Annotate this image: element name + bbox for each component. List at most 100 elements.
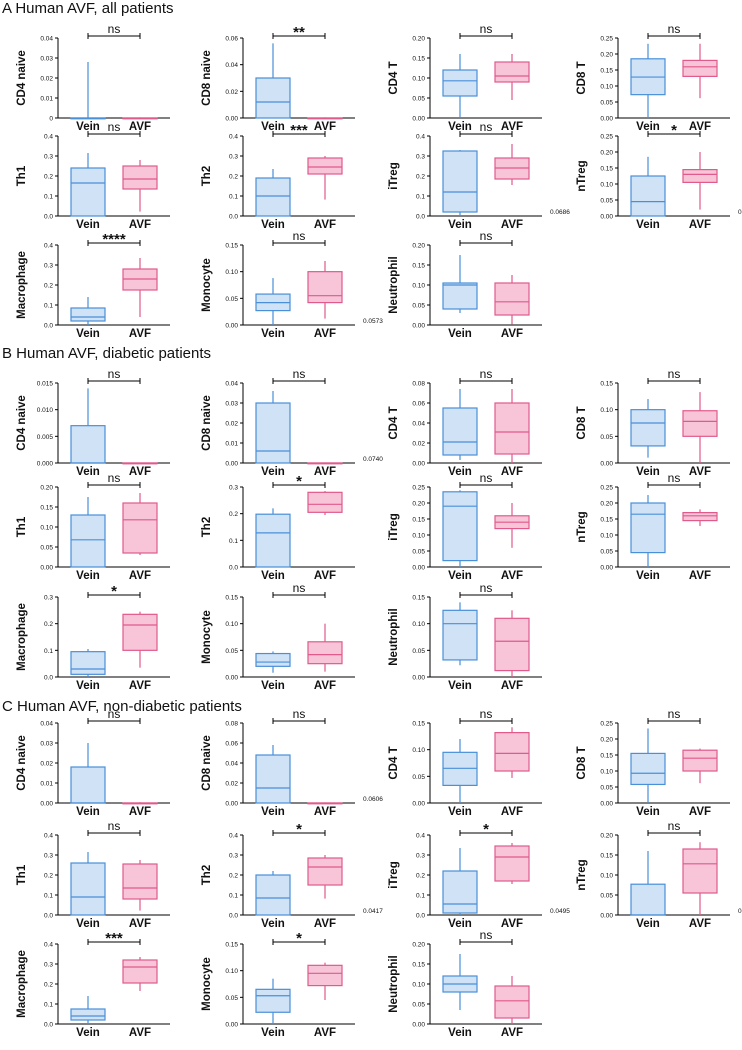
y-tick-label: 0.06	[225, 36, 238, 43]
x-tick-label: AVF	[501, 1027, 523, 1039]
y-tick-label: 0.3	[44, 853, 53, 860]
y-tick-label: 0.00	[225, 1022, 238, 1029]
vein-box	[255, 988, 291, 1013]
x-tick-label: AVF	[314, 121, 336, 133]
x-tick-label: Vein	[636, 806, 660, 818]
significance-label: ns	[480, 581, 493, 595]
p-value-label: 0.0573	[363, 318, 383, 325]
y-tick-label: 0.00	[40, 565, 53, 572]
x-tick-label: Vein	[76, 680, 100, 692]
x-tick-label: Vein	[448, 918, 472, 930]
avf-box	[682, 59, 718, 78]
y-tick-label: 0.03	[40, 56, 53, 63]
p-value-label: 0.0686	[550, 209, 570, 216]
p-value-label: 0.0606	[363, 796, 383, 803]
y-tick-label: 0.05	[412, 648, 425, 655]
y-axis-label: CD8 naive	[201, 395, 213, 451]
y-tick-label: 0.15	[412, 263, 425, 270]
y-tick-label: 0.15	[600, 68, 613, 75]
y-tick-label: 0.4	[229, 134, 238, 141]
y-tick-label: 0.1	[229, 194, 238, 201]
y-tick-label: 0.05	[412, 96, 425, 103]
x-tick-label: AVF	[689, 806, 711, 818]
avf-box	[307, 857, 343, 886]
y-tick-label: 0.3	[229, 485, 238, 492]
y-tick-label: 0.00	[412, 1022, 425, 1029]
vein-box	[442, 69, 478, 97]
y-axis-label: nTreg	[576, 511, 588, 542]
y-tick-label: 0.00	[600, 214, 613, 221]
significance-label: ***	[105, 930, 123, 947]
p-value-label: 0.0867	[738, 908, 742, 915]
y-axis-label: Th1	[16, 516, 28, 537]
significance-label: ns	[480, 22, 493, 36]
x-tick-label: Vein	[448, 328, 472, 340]
y-tick-label: 0.010	[37, 407, 54, 414]
y-tick-label: 0.3	[229, 853, 238, 860]
y-axis-label: Neutrophil	[388, 955, 400, 1013]
y-tick-label: 0.4	[44, 243, 53, 250]
y-tick-label: 0.2	[44, 621, 53, 628]
y-tick-label: 0.25	[600, 134, 613, 141]
vein-box	[630, 752, 666, 786]
vein-box	[255, 77, 291, 119]
avf-box	[494, 617, 530, 672]
y-tick-label: 0.00	[600, 461, 613, 468]
avf-box	[122, 165, 158, 190]
x-tick-label: AVF	[314, 1027, 336, 1039]
y-tick-label: 0.4	[229, 833, 238, 840]
y-tick-label: 0.15	[225, 595, 238, 602]
x-tick-label: AVF	[314, 806, 336, 818]
y-tick-label: 0.015	[37, 381, 54, 388]
y-tick-label: 0.20	[412, 36, 425, 43]
avf-box	[682, 169, 718, 184]
y-tick-label: 0.3	[44, 595, 53, 602]
x-tick-label: Vein	[261, 806, 285, 818]
y-tick-label: 0.05	[600, 549, 613, 556]
y-tick-label: 0.20	[412, 942, 425, 949]
y-tick-label: 0.20	[600, 501, 613, 508]
x-tick-label: Vein	[448, 466, 472, 478]
significance-label: ns	[108, 22, 121, 36]
y-axis-label: Neutrophil	[388, 256, 400, 314]
y-tick-label: 0.10	[412, 621, 425, 628]
vein-box	[255, 177, 291, 217]
significance-label: ns	[293, 707, 306, 721]
x-tick-label: Vein	[261, 1027, 285, 1039]
y-tick-label: 0.15	[40, 505, 53, 512]
avf-box	[307, 157, 343, 175]
y-axis-label: Th1	[16, 864, 28, 885]
x-tick-label: AVF	[501, 328, 523, 340]
y-tick-label: 0.00	[412, 675, 425, 682]
x-tick-label: Vein	[76, 570, 100, 582]
significance-label: ns	[480, 471, 493, 485]
y-tick-label: 0.00	[412, 565, 425, 572]
x-tick-label: AVF	[129, 219, 151, 231]
avf-box	[682, 410, 718, 437]
y-axis-label: iTreg	[388, 162, 400, 189]
y-tick-label: 0.05	[412, 774, 425, 781]
x-tick-label: AVF	[129, 1027, 151, 1039]
y-tick-label: 0.2	[229, 873, 238, 880]
y-tick-label: 0.10	[600, 533, 613, 540]
y-tick-label: 0.20	[412, 243, 425, 250]
avf-box	[307, 271, 343, 304]
y-tick-label: 0.15	[412, 517, 425, 524]
x-tick-label: AVF	[501, 570, 523, 582]
y-tick-label: 0.1	[229, 538, 238, 545]
x-tick-label: Vein	[448, 1027, 472, 1039]
x-tick-label: AVF	[689, 918, 711, 930]
y-tick-label: 0.15	[225, 243, 238, 250]
y-axis-label: CD4 naive	[16, 735, 28, 791]
x-tick-label: AVF	[314, 328, 336, 340]
y-tick-label: 0.0	[229, 214, 238, 221]
y-axis-label: CD4 T	[388, 406, 400, 439]
p-value-label: 0.0740	[363, 456, 383, 463]
y-axis-label: Th2	[201, 166, 213, 186]
significance-label: ns	[293, 581, 306, 595]
y-axis-label: Macrophage	[16, 603, 28, 671]
y-tick-label: 0.10	[225, 968, 238, 975]
vein-box	[70, 514, 106, 568]
avf-box	[307, 964, 343, 987]
